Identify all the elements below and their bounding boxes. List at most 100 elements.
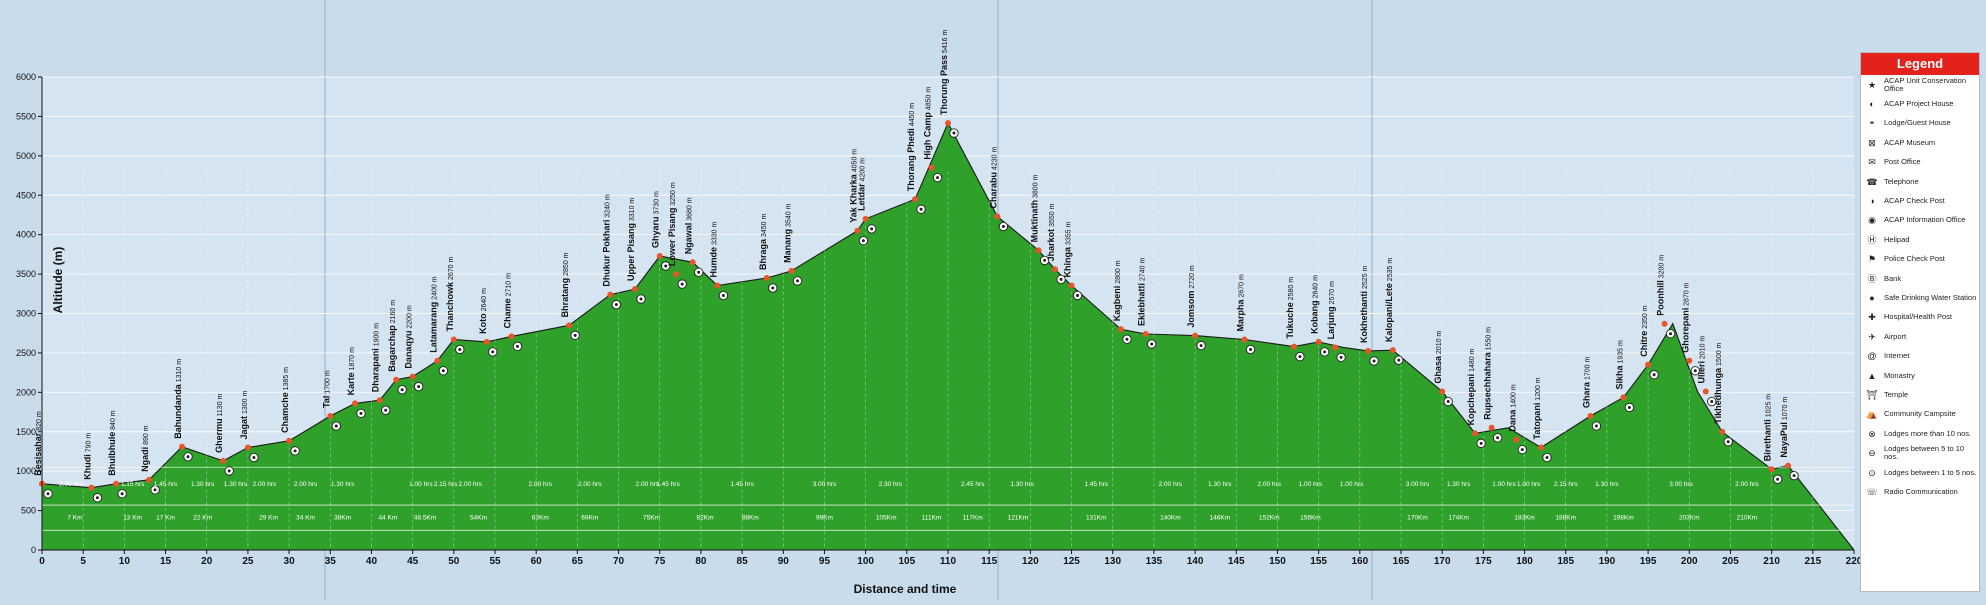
time-label: 1.45 hrs xyxy=(154,481,178,488)
lodge-icon xyxy=(441,369,445,373)
place-name: Kopchepani 1480 m xyxy=(1466,348,1476,425)
place-marker xyxy=(1513,436,1520,443)
time-label: 1.30 hrs xyxy=(1447,481,1471,488)
elevation-chart: Besisahar 820 m Khudi 790 m Bhulbhule 840 … xyxy=(16,0,1863,600)
place-name-text: Chitre xyxy=(1639,331,1649,357)
place-name: Ghyaru 3730 m xyxy=(651,191,661,248)
legend-item: ◓ Lodge/Guest House xyxy=(1861,114,1979,133)
lodge-icon xyxy=(1726,440,1730,444)
time-label: 3.00 hrs xyxy=(813,481,837,488)
place-label: Jagat 1300 m xyxy=(239,391,249,440)
place-name-text: Tukuche xyxy=(1285,302,1295,338)
lodge-icon xyxy=(1479,441,1483,445)
y-axis-label: Altitude (m) xyxy=(51,247,65,314)
place-name-text: Muktinath xyxy=(1030,200,1040,243)
time-label: 3.00 hrs xyxy=(1669,481,1693,488)
place-name: Muktinath 3800 m xyxy=(1030,174,1040,242)
place-name: Latamarang 2400 m xyxy=(428,276,438,352)
place-altitude: 790 m xyxy=(85,433,92,455)
time-label: 1.45 hrs xyxy=(656,481,680,488)
x-tick-label: 25 xyxy=(242,556,254,567)
place-marker xyxy=(434,357,441,364)
time-label: 2.00 hrs xyxy=(294,481,318,488)
time-label: 2.00 hrs xyxy=(1159,481,1183,488)
place-name: Dharapani 1900 m xyxy=(371,323,381,392)
place-name: Ghasa 2010 m xyxy=(1433,331,1443,384)
place-name-text: Ngadi xyxy=(140,447,150,472)
place-name-text: Ghyaru xyxy=(651,216,661,248)
place-label: Manang 3540 m xyxy=(783,203,793,262)
legend-symbol-icon: Ⓑ xyxy=(1867,273,1877,284)
place-name: Ghara 1700 m xyxy=(1581,357,1591,408)
place-label: Marpha 2670 m xyxy=(1236,274,1246,331)
legend-symbol-icon: ☏ xyxy=(1866,486,1878,497)
y-tick-label: 5500 xyxy=(16,111,36,121)
legend-symbol-icon: ✉ xyxy=(1868,157,1876,168)
place-label: Poonhill 3200 m xyxy=(1656,255,1666,316)
lodge-icon xyxy=(1792,474,1796,478)
place-name: Lower Pisang 3250 m xyxy=(667,182,677,266)
place-name: Jagat 1300 m xyxy=(239,391,249,440)
x-tick-label: 190 xyxy=(1599,556,1616,567)
place-name: Thorang Phedi 4450 m xyxy=(906,103,916,191)
place-altitude: 2350 m xyxy=(1642,305,1649,330)
place-name-text: Dana xyxy=(1507,409,1517,432)
place-name: Tal 1700 m xyxy=(321,370,331,408)
place-marker xyxy=(113,480,120,487)
lodge-icon xyxy=(573,333,577,337)
place-name: Marpha 2670 m xyxy=(1236,274,1246,331)
place-name: Kobang 2640 m xyxy=(1310,275,1320,334)
x-tick-label: 125 xyxy=(1063,556,1080,567)
distance-label: 75Km xyxy=(643,514,660,521)
distance-label: 69Km xyxy=(581,514,598,521)
place-marker xyxy=(508,333,515,340)
place-altitude: 2010 m xyxy=(1700,336,1707,361)
legend-item-text: ACAP Project House xyxy=(1884,99,1954,109)
place-label: Kobang 2640 m xyxy=(1310,275,1320,334)
legend-item-text: Radio Communication xyxy=(1884,486,1958,496)
legend-item-text: Police Check Post xyxy=(1884,254,1945,264)
place-name: Koto 2640 m xyxy=(478,288,488,334)
place-altitude: 2010 m xyxy=(1436,331,1443,356)
lodge-icon xyxy=(664,264,668,268)
distance-label: 174Km xyxy=(1448,514,1469,521)
place-name: Tukuche 2580 m xyxy=(1285,277,1295,339)
lodge-icon xyxy=(1545,456,1549,460)
lodge-icon xyxy=(400,388,404,392)
x-tick-label: 115 xyxy=(981,556,998,567)
place-label: Ghasa 2010 m xyxy=(1433,331,1443,384)
time-label: 2.45 hrs xyxy=(961,481,985,488)
time-label: 1.30 hrs xyxy=(224,481,248,488)
x-tick-label: 165 xyxy=(1393,556,1410,567)
place-name-text: Chamche xyxy=(280,392,290,433)
place-label: Thorung Pass 5416 m xyxy=(939,30,949,115)
lodge-icon xyxy=(1150,342,1154,346)
legend-item-text: Bank xyxy=(1884,273,1902,283)
place-altitude: 3450 m xyxy=(761,214,768,239)
lodge-icon xyxy=(1520,448,1524,452)
place-label: Larjung 2570 m xyxy=(1326,281,1336,339)
distance-label: 188Km xyxy=(1555,514,1576,521)
legend-symbol-icon: ⚑ xyxy=(1867,254,1877,265)
distance-label: 22 Km xyxy=(193,514,212,521)
place-altitude: 2580 m xyxy=(1288,277,1295,302)
x-tick-label: 55 xyxy=(489,556,501,567)
place-name: Sikha 1935 m xyxy=(1614,340,1624,389)
place-name: Bahundanda 1310 m xyxy=(173,359,183,439)
place-altitude: 890 m xyxy=(143,425,150,447)
place-marker xyxy=(244,444,251,451)
place-marker xyxy=(1719,428,1726,435)
time-label: 1.15 hrs xyxy=(121,481,145,488)
place-label: Muktinath 3800 m xyxy=(1030,174,1040,242)
place-marker xyxy=(1389,347,1396,354)
lodge-icon xyxy=(417,385,421,389)
distance-label: 82Km xyxy=(697,514,714,521)
legend-item-text: Lodges between 1 to 5 nos. xyxy=(1884,467,1977,477)
distance-label: 7 Km xyxy=(67,514,82,521)
place-label: Ulleri 2010 m xyxy=(1697,336,1707,384)
lodge-icon xyxy=(1397,358,1401,362)
place-name: Bhratang 2850 m xyxy=(560,252,570,317)
lodge-icon xyxy=(697,270,701,274)
legend-symbol-icon: ✈ xyxy=(1868,331,1876,342)
